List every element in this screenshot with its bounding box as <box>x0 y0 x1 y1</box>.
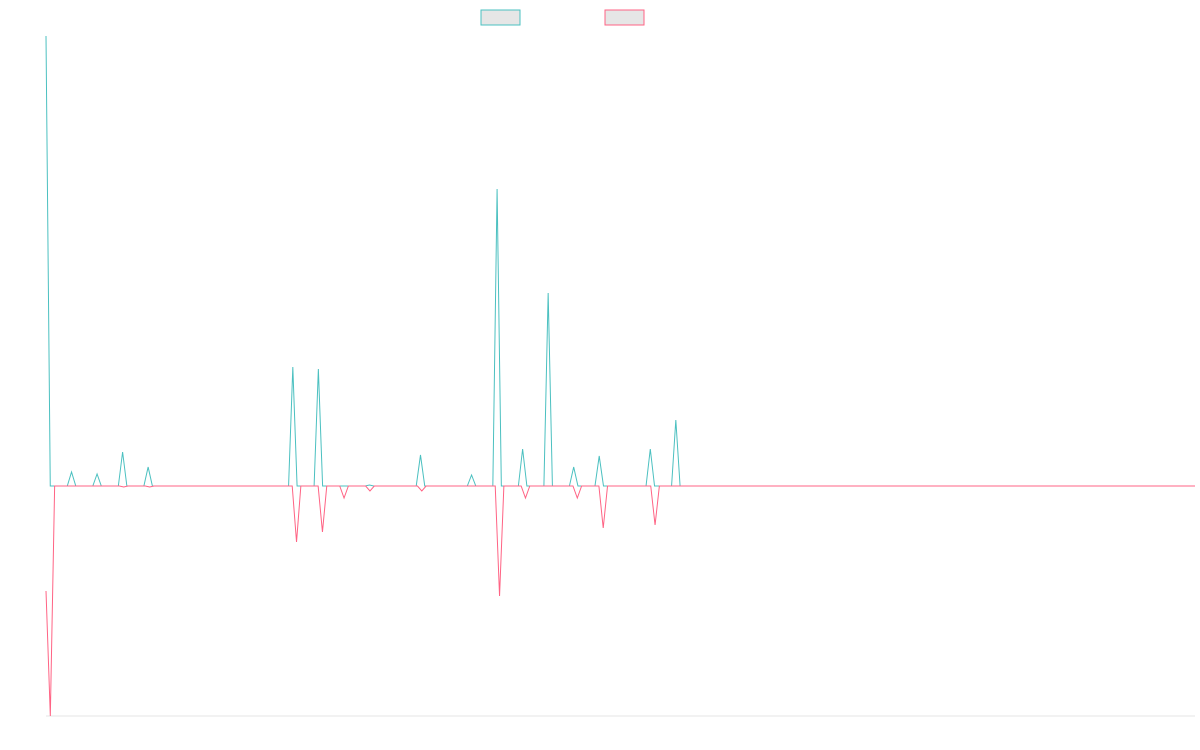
legend-swatch-1[interactable] <box>480 9 521 26</box>
series-line-1[interactable] <box>45 35 1195 487</box>
legend[interactable] <box>480 9 645 26</box>
series-line-2[interactable] <box>45 485 1195 717</box>
series-layer <box>45 35 1195 717</box>
legend-swatch-2[interactable] <box>604 9 645 26</box>
